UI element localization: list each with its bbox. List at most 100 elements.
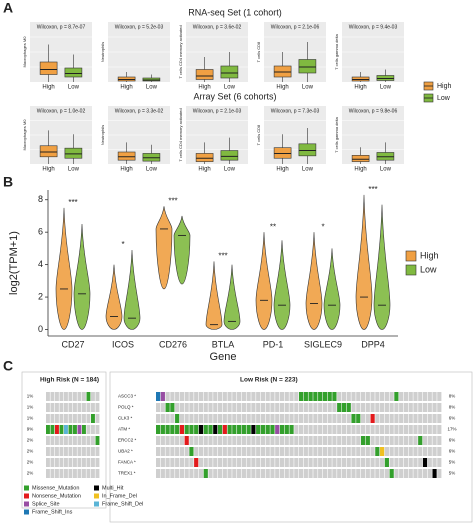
empty-cell [418, 447, 423, 456]
empty-cell [394, 447, 399, 456]
x-tick-label: Low [302, 167, 314, 173]
empty-cell [246, 403, 251, 412]
legend-label: Splice_Site [32, 501, 60, 507]
empty-cell [46, 458, 50, 467]
empty-cell [82, 469, 86, 478]
empty-cell [422, 392, 428, 401]
empty-cell [73, 447, 77, 456]
legend-swatch [405, 250, 417, 262]
empty-cell [399, 392, 404, 401]
empty-cell [380, 403, 385, 412]
empty-cell [222, 447, 227, 456]
empty-cell [351, 425, 356, 434]
mutation-frequency: 5% [449, 471, 456, 476]
empty-cell [227, 447, 232, 456]
empty-cell [265, 447, 270, 456]
y-axis-label: T cells CD8 [256, 41, 261, 62]
empty-cell [422, 425, 428, 434]
x-tick-label: CD27 [61, 339, 84, 349]
mutation-cell [227, 425, 232, 434]
empty-cell [64, 392, 68, 401]
empty-cell [160, 414, 165, 423]
empty-cell [380, 414, 385, 423]
empty-cell [170, 436, 175, 445]
legend-label: Frame_Shift_Ins [32, 509, 73, 515]
mutation-cell [432, 469, 437, 478]
empty-cell [384, 436, 389, 445]
significance: ** [270, 222, 276, 231]
empty-cell [351, 469, 356, 478]
empty-cell [265, 392, 270, 401]
empty-cell [365, 458, 370, 467]
empty-cell [237, 469, 242, 478]
empty-cell [179, 447, 184, 456]
empty-cell [427, 392, 432, 401]
empty-cell [394, 436, 399, 445]
mutation-cell [418, 436, 423, 445]
empty-cell [380, 425, 385, 434]
mutation-cell [237, 425, 242, 434]
mutation-cell [68, 425, 73, 434]
empty-cell [208, 447, 213, 456]
empty-cell [246, 469, 251, 478]
empty-cell [327, 458, 332, 467]
y-axis-label: T cells CD8 [256, 124, 261, 145]
empty-cell [184, 392, 189, 401]
x-tick-label: PD-1 [263, 339, 284, 349]
empty-cell [337, 392, 342, 401]
y-axis-label: Macrophages M0 [22, 36, 27, 68]
y-tick-label: 8 [38, 194, 43, 204]
mutation-cell [384, 458, 389, 467]
empty-cell [222, 414, 227, 423]
empty-cell [203, 458, 208, 467]
empty-cell [246, 436, 251, 445]
mutation-cell [356, 414, 361, 423]
empty-cell [375, 436, 380, 445]
empty-cell [408, 414, 413, 423]
empty-cell [337, 436, 342, 445]
empty-cell [284, 447, 289, 456]
empty-cell [289, 392, 294, 401]
empty-cell [427, 458, 432, 467]
empty-cell [179, 414, 184, 423]
empty-cell [170, 458, 175, 467]
mutation-cell [46, 425, 50, 434]
empty-cell [64, 414, 68, 423]
empty-cell [270, 458, 275, 467]
empty-cell [59, 403, 64, 412]
empty-cell [294, 425, 299, 434]
legend-swatch [24, 493, 29, 499]
empty-cell [82, 436, 86, 445]
empty-cell [86, 425, 91, 434]
empty-cell [170, 392, 175, 401]
mutation-cell [289, 425, 294, 434]
x-tick-label: ICOS [112, 339, 134, 349]
empty-cell [432, 458, 437, 467]
empty-cell [251, 392, 256, 401]
empty-cell [184, 414, 189, 423]
empty-cell [351, 447, 356, 456]
empty-cell [418, 414, 423, 423]
box [298, 59, 317, 74]
empty-cell [175, 458, 180, 467]
empty-cell [59, 447, 64, 456]
empty-cell [55, 403, 59, 412]
empty-cell [156, 414, 161, 423]
empty-cell [422, 414, 428, 423]
empty-cell [184, 403, 189, 412]
empty-cell [289, 414, 294, 423]
legend-swatch [94, 501, 99, 507]
empty-cell [389, 458, 394, 467]
x-tick-label: Low [146, 85, 158, 91]
mutation-cell [160, 425, 165, 434]
empty-cell [198, 436, 204, 445]
empty-cell [351, 403, 356, 412]
empty-cell [337, 447, 342, 456]
legend-swatch [24, 509, 29, 515]
x-axis-label: Gene [210, 351, 237, 363]
empty-cell [360, 425, 366, 434]
empty-cell [241, 436, 246, 445]
x-tick-label: Low [68, 85, 80, 91]
empty-cell [208, 458, 213, 467]
p-value: Wilcoxon, p = 9.4e-03 [349, 24, 398, 30]
